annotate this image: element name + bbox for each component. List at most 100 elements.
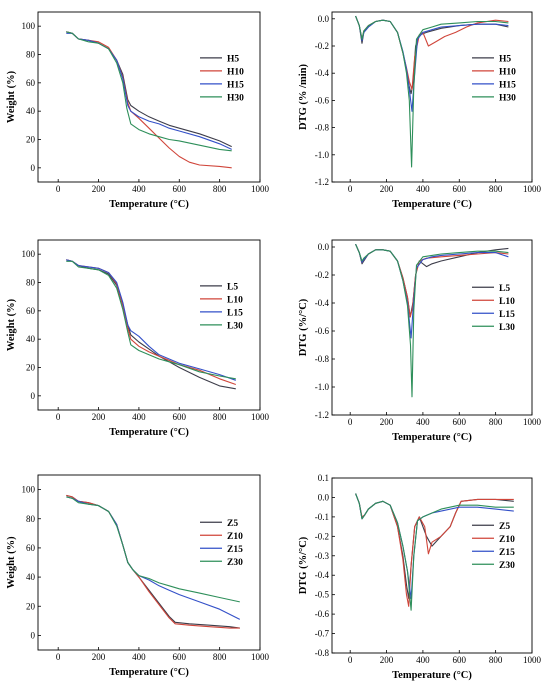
- chart-panel-5: 0 200 400 600 800 1000 0 20 40 60 80 100 Temperature…: [6, 474, 270, 678]
- y-tick-label: 100: [22, 21, 36, 31]
- y-tick-label: -0.6: [315, 326, 330, 336]
- legend-label: L15: [227, 308, 243, 318]
- x-tick-label: 200: [92, 184, 106, 194]
- y-tick-label: 20: [26, 601, 36, 611]
- y-axis-title: Weight (%): [6, 536, 17, 589]
- series-line-l30: [355, 243, 509, 398]
- y-axis-title: Weight (%): [6, 70, 17, 123]
- x-tick-label: 1000: [251, 652, 270, 662]
- x-tick-label: 200: [92, 652, 106, 662]
- x-tick-label: 400: [132, 652, 146, 662]
- series-line-l15: [355, 243, 509, 339]
- y-tick-label: 60: [26, 543, 36, 553]
- x-tick-label: 0: [348, 655, 353, 665]
- chart-panel-2: 0 200 400 600 800 1000 0.0 -0.2 -0.4 -0.6 -0.8 -1.0…: [298, 11, 542, 210]
- x-tick-label: 600: [453, 417, 467, 427]
- y-tick-label: 0: [31, 163, 36, 173]
- y-tick-label: 20: [26, 135, 36, 145]
- x-tick-label: 0: [56, 412, 61, 422]
- y-tick-label: -0.2: [315, 41, 329, 51]
- y-axis-title: DTG (% /min): [298, 64, 309, 130]
- series-line-l10: [66, 259, 236, 386]
- legend-label: Z5: [227, 519, 238, 529]
- y-tick-label: 0.1: [318, 473, 329, 483]
- x-tick-label: 600: [453, 655, 467, 665]
- x-tick-label: 800: [213, 184, 227, 194]
- x-tick-label: 1000: [523, 655, 542, 665]
- x-tick-label: 600: [453, 184, 467, 194]
- chart-panel-4: 0 200 400 600 800 1000 0.0 -0.2 -0.4 -0.6 -0.8 -1.0…: [298, 239, 542, 443]
- x-tick-label: 0: [348, 184, 353, 194]
- series-line-h15: [355, 15, 509, 112]
- y-tick-label: 20: [26, 363, 36, 373]
- plot-frame: [331, 239, 533, 416]
- y-axis-title: Weight (%): [6, 298, 17, 351]
- x-tick-label: 0: [56, 652, 61, 662]
- x-tick-label: 400: [132, 184, 146, 194]
- legend-label: H10: [227, 67, 244, 77]
- x-tick-label: 1000: [523, 417, 542, 427]
- x-tick-label: 800: [489, 417, 503, 427]
- y-tick-label: -0.4: [315, 298, 330, 308]
- x-tick-label: 400: [416, 417, 430, 427]
- y-tick-label: -0.8: [315, 648, 330, 658]
- y-tick-label: -0.7: [315, 629, 330, 639]
- legend-label: L30: [499, 323, 515, 333]
- y-tick-label: 80: [26, 278, 36, 288]
- x-tick-label: 800: [489, 184, 503, 194]
- plot-frame: [37, 239, 261, 411]
- y-tick-label: 60: [26, 78, 36, 88]
- y-tick-label: -0.8: [315, 123, 330, 133]
- y-tick-label: -0.5: [315, 590, 330, 600]
- legend-label: Z10: [499, 535, 515, 545]
- series-line-z15: [66, 496, 241, 620]
- y-tick-label: 0.0: [318, 242, 330, 252]
- x-axis-title: Temperature (°C): [109, 199, 189, 210]
- x-tick-label: 200: [380, 655, 394, 665]
- legend-label: Z30: [227, 558, 243, 568]
- y-axis-title: DTG (%/°C): [298, 298, 309, 356]
- chart-panel-6: 0 200 400 600 800 1000 0.1 0.0 -0.1 -0.2 -0.3 -0.4 -…: [298, 473, 542, 681]
- chart-panel-1: 0 200 400 600 800 1000 0 20 40 60 80 100 Temperature…: [6, 11, 270, 210]
- y-tick-label: 100: [22, 249, 36, 259]
- x-tick-label: 0: [348, 417, 353, 427]
- legend-label: Z15: [499, 548, 515, 558]
- plot-frame: [331, 11, 533, 183]
- x-tick-label: 1000: [251, 184, 270, 194]
- y-tick-label: -0.4: [315, 570, 330, 580]
- series-line-z5: [355, 493, 514, 600]
- x-tick-label: 800: [213, 412, 227, 422]
- y-tick-label: -0.6: [315, 95, 330, 105]
- series-line-h30: [66, 31, 232, 152]
- y-axis-title: DTG (%/°C): [298, 536, 309, 594]
- series-line-h10: [66, 31, 232, 169]
- legend-label: Z15: [227, 545, 243, 555]
- series-line-h30: [355, 15, 509, 168]
- legend-label: H5: [227, 54, 239, 64]
- legend-label: Z5: [499, 522, 510, 532]
- x-tick-label: 600: [173, 184, 187, 194]
- y-tick-label: -0.4: [315, 68, 330, 78]
- y-tick-label: 0: [31, 391, 36, 401]
- series-line-h5: [66, 31, 232, 148]
- y-tick-label: 0: [31, 630, 36, 640]
- legend-label: L30: [227, 321, 243, 331]
- y-tick-label: 40: [26, 106, 36, 116]
- legend-label: L5: [499, 284, 510, 294]
- legend-label: Z10: [227, 532, 243, 542]
- x-tick-label: 400: [416, 184, 430, 194]
- chart-panel-3: 0 200 400 600 800 1000 0 20 40 60 80 100 Temperature…: [6, 239, 270, 438]
- plot-frame: [37, 474, 261, 651]
- y-tick-label: 80: [26, 50, 36, 60]
- x-tick-label: 800: [213, 652, 227, 662]
- x-axis-title: Temperature (°C): [392, 670, 472, 681]
- x-tick-label: 400: [416, 655, 430, 665]
- series-line-z15: [355, 493, 514, 600]
- series-line-h15: [66, 32, 232, 150]
- x-axis-title: Temperature (°C): [392, 432, 472, 443]
- y-tick-label: 80: [26, 514, 36, 524]
- y-tick-label: -1.2: [315, 177, 329, 187]
- plot-frame: [37, 11, 261, 183]
- series-line-z30: [66, 496, 240, 603]
